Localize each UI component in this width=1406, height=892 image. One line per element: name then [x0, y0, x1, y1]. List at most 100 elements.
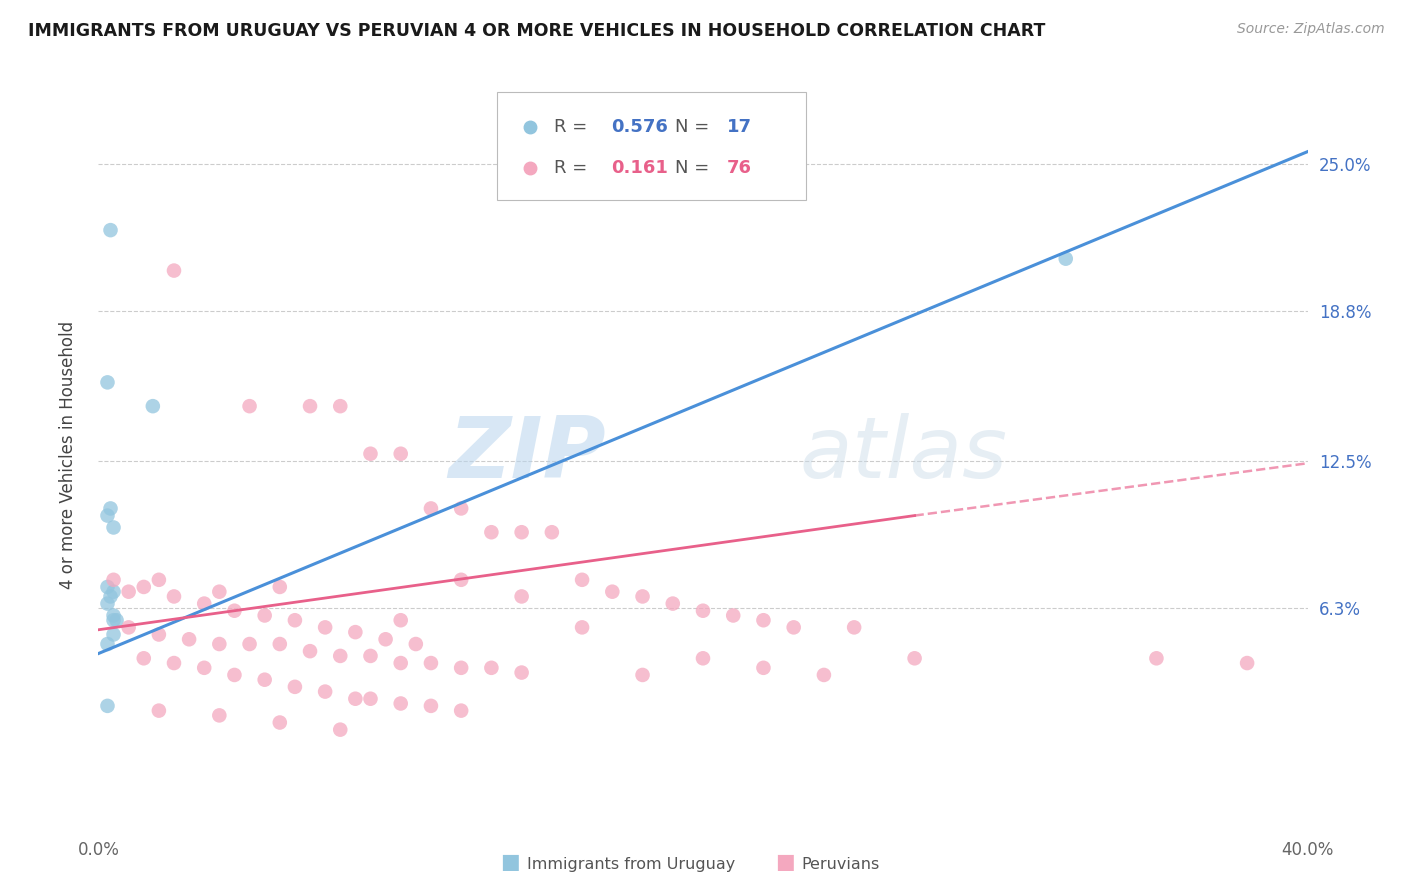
Point: [692, 651, 714, 665]
Point: [224, 604, 246, 618]
Point: [631, 668, 654, 682]
Text: atlas: atlas: [800, 413, 1008, 497]
Point: [450, 704, 472, 718]
Point: [314, 620, 336, 634]
Point: [360, 648, 382, 663]
Point: [239, 637, 262, 651]
Point: [103, 584, 125, 599]
Point: [510, 525, 533, 540]
Point: [269, 580, 291, 594]
Point: [208, 584, 231, 599]
Point: [344, 691, 367, 706]
Text: 17: 17: [727, 119, 752, 136]
Point: [389, 447, 412, 461]
Point: [783, 620, 806, 634]
Point: [389, 656, 412, 670]
Text: ■: ■: [775, 853, 794, 872]
Point: [692, 604, 714, 618]
Text: R =: R =: [554, 159, 599, 177]
Text: 0.161: 0.161: [612, 159, 668, 177]
Point: [329, 399, 352, 413]
Point: [100, 223, 122, 237]
Text: IMMIGRANTS FROM URUGUAY VS PERUVIAN 4 OR MORE VEHICLES IN HOUSEHOLD CORRELATION : IMMIGRANTS FROM URUGUAY VS PERUVIAN 4 OR…: [28, 22, 1046, 40]
Point: [118, 620, 141, 634]
Point: [481, 525, 503, 540]
Point: [314, 684, 336, 698]
Text: ZIP: ZIP: [449, 413, 606, 497]
Text: Source: ZipAtlas.com: Source: ZipAtlas.com: [1237, 22, 1385, 37]
Point: [103, 608, 125, 623]
Point: [329, 723, 352, 737]
Point: [374, 632, 396, 647]
Point: [208, 708, 231, 723]
Point: [360, 447, 382, 461]
Point: [105, 613, 128, 627]
Point: [269, 637, 291, 651]
Text: N =: N =: [675, 159, 716, 177]
Text: 76: 76: [727, 159, 752, 177]
Y-axis label: 4 or more Vehicles in Household: 4 or more Vehicles in Household: [59, 321, 77, 589]
Point: [360, 691, 382, 706]
Point: [389, 697, 412, 711]
Point: [723, 608, 745, 623]
Point: [844, 620, 866, 634]
Point: [193, 661, 215, 675]
Point: [510, 590, 533, 604]
Point: [148, 573, 170, 587]
Point: [631, 590, 654, 604]
Point: [163, 656, 186, 670]
Point: [602, 584, 624, 599]
Point: [96, 580, 118, 594]
Point: [813, 668, 835, 682]
Point: [344, 625, 367, 640]
FancyBboxPatch shape: [498, 92, 806, 200]
Point: [450, 661, 472, 675]
Point: [100, 590, 122, 604]
Point: [253, 608, 276, 623]
Point: [163, 263, 186, 277]
Point: [239, 399, 262, 413]
Point: [179, 632, 201, 647]
Point: [661, 597, 683, 611]
Point: [284, 613, 307, 627]
Point: [420, 656, 443, 670]
Point: [224, 668, 246, 682]
Point: [420, 698, 443, 713]
Point: [299, 644, 322, 658]
Point: [540, 525, 562, 540]
Point: [571, 573, 593, 587]
Point: [132, 580, 155, 594]
Point: [1054, 252, 1077, 266]
Point: [571, 620, 593, 634]
Point: [103, 520, 125, 534]
Point: [269, 715, 291, 730]
Point: [103, 627, 125, 641]
Point: [96, 597, 118, 611]
Point: [299, 399, 322, 413]
Point: [420, 501, 443, 516]
Point: [904, 651, 927, 665]
Text: ■: ■: [501, 853, 520, 872]
Point: [163, 590, 186, 604]
Point: [148, 627, 170, 641]
Point: [96, 637, 118, 651]
Point: [1236, 656, 1258, 670]
Text: N =: N =: [675, 119, 716, 136]
Point: [103, 613, 125, 627]
Text: 0.576: 0.576: [612, 119, 668, 136]
Point: [96, 698, 118, 713]
Point: [1144, 651, 1167, 665]
Point: [193, 597, 215, 611]
Point: [405, 637, 427, 651]
Text: R =: R =: [554, 119, 593, 136]
Point: [450, 573, 472, 587]
Point: [208, 637, 231, 651]
Point: [132, 651, 155, 665]
Point: [100, 501, 122, 516]
Point: [103, 573, 125, 587]
Text: Peruvians: Peruvians: [801, 857, 880, 872]
Point: [389, 613, 412, 627]
Point: [752, 613, 775, 627]
Point: [510, 665, 533, 680]
Point: [253, 673, 276, 687]
